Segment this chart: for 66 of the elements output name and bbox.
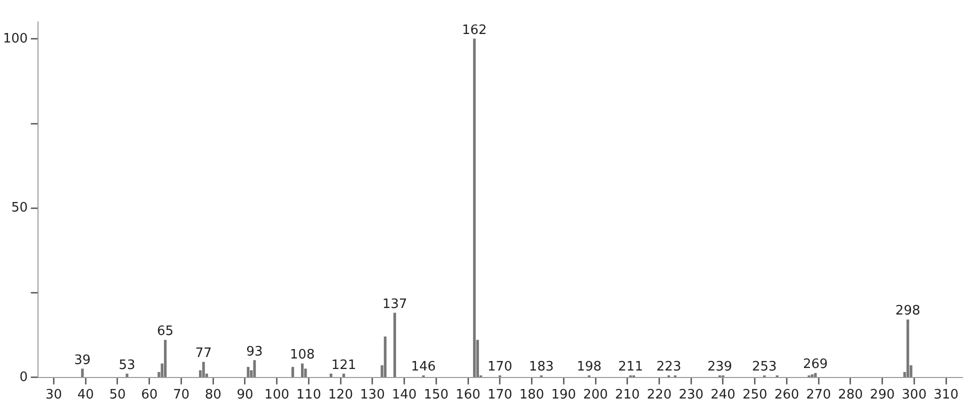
y-tick-label: 100 xyxy=(2,31,28,46)
x-tick-label: 50 xyxy=(109,388,126,403)
x-tick-label: 270 xyxy=(806,388,832,403)
x-tick-label: 180 xyxy=(519,388,544,403)
x-tick-label: 70 xyxy=(172,388,190,403)
x-tick-label: 200 xyxy=(583,388,608,403)
x-tick-label: 30 xyxy=(45,388,62,403)
x-tick-label: 210 xyxy=(614,388,640,403)
x-tick-label: 230 xyxy=(678,388,704,403)
bar xyxy=(384,336,387,377)
annotation: 211 xyxy=(618,360,643,375)
annotation: 39 xyxy=(74,352,91,368)
x-tick-label: 140 xyxy=(392,388,417,403)
x-tick-label: 40 xyxy=(77,388,94,403)
x-tick-label: 280 xyxy=(838,388,863,403)
annotation: 108 xyxy=(290,348,315,363)
bar xyxy=(906,320,910,377)
annotation: 223 xyxy=(656,360,682,375)
x-tick-label: 310 xyxy=(934,388,958,403)
x-tick-label: 120 xyxy=(328,388,353,403)
bar xyxy=(291,366,294,377)
annotation: 239 xyxy=(707,360,732,375)
x-tick-label: 90 xyxy=(236,388,254,403)
annotation: 146 xyxy=(411,360,436,375)
annotation: 253 xyxy=(752,360,777,375)
x-tick-label: 260 xyxy=(774,388,800,403)
annotation: 93 xyxy=(246,344,263,360)
bar xyxy=(202,362,205,377)
bar xyxy=(81,368,84,377)
annotation: 298 xyxy=(895,304,920,319)
bar xyxy=(164,340,167,377)
x-tick-label: 60 xyxy=(141,388,158,403)
x-tick-label: 160 xyxy=(456,388,480,403)
annotation: 183 xyxy=(528,360,554,375)
annotation: 53 xyxy=(118,358,136,373)
annotation: 198 xyxy=(576,360,602,375)
x-tick-label: 300 xyxy=(902,388,927,403)
x-tick-label: 80 xyxy=(204,388,222,403)
bar xyxy=(473,38,476,377)
y-tick-label: 50 xyxy=(11,200,28,216)
x-tick-label: 190 xyxy=(551,388,576,403)
annotation: 137 xyxy=(382,296,408,312)
x-tick-label: 100 xyxy=(264,388,290,403)
annotation: 170 xyxy=(487,360,512,375)
x-tick-label: 150 xyxy=(424,388,449,403)
bar xyxy=(342,374,346,377)
annotation: 65 xyxy=(157,324,174,340)
x-tick-label: 250 xyxy=(742,388,768,403)
annotation: 121 xyxy=(331,358,356,373)
x-tick-label: 220 xyxy=(646,388,672,403)
bar xyxy=(330,374,332,377)
x-tick-label: 130 xyxy=(360,388,385,403)
x-tick-label: 110 xyxy=(296,388,322,403)
y-tick-label: 0 xyxy=(20,370,28,385)
bar xyxy=(126,374,128,377)
annotation: 269 xyxy=(802,357,828,372)
annotation: 77 xyxy=(195,346,212,362)
x-tick-label: 170 xyxy=(487,388,512,403)
annotation: 162 xyxy=(462,22,487,38)
bar xyxy=(300,364,304,377)
bar xyxy=(814,373,817,377)
x-tick-label: 240 xyxy=(710,388,736,403)
x-tick-label: 290 xyxy=(870,388,895,403)
bar xyxy=(246,366,250,377)
bar xyxy=(393,312,396,377)
bar xyxy=(253,360,256,377)
